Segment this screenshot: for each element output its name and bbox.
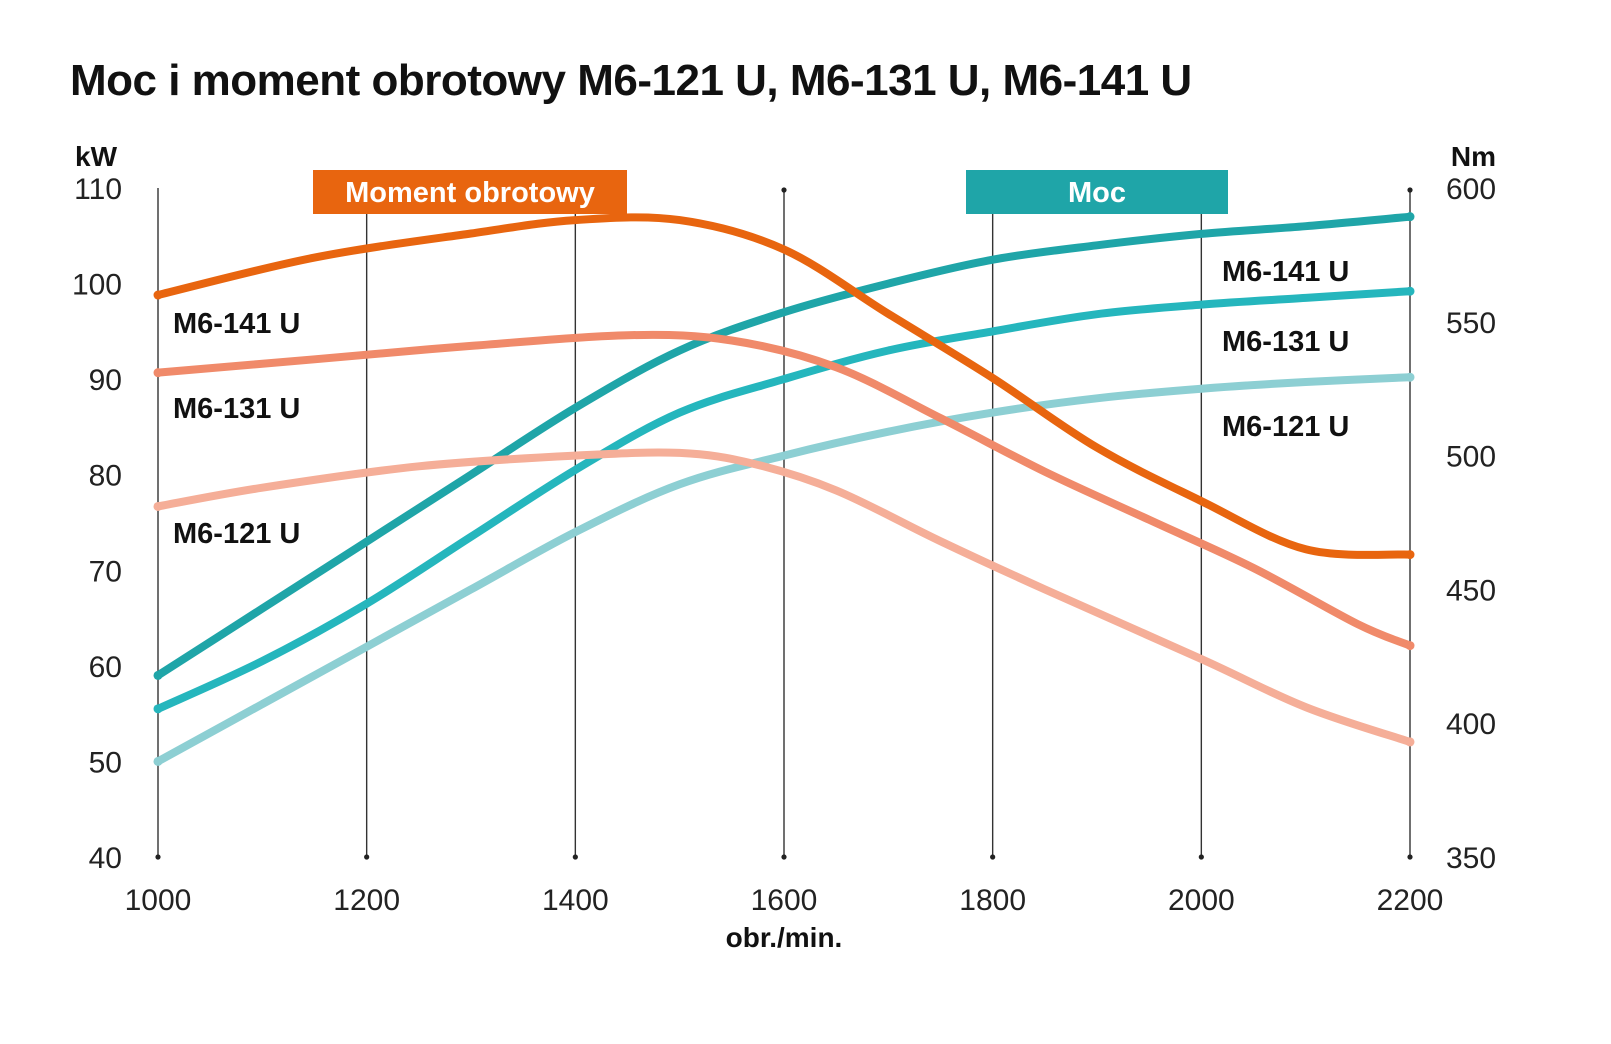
power-m6-131-u-line <box>154 287 1414 713</box>
x-tick-label: 2200 <box>1377 884 1444 917</box>
power-m6-141-u-end-point <box>1405 212 1415 222</box>
torque-m6-121-u-end-point <box>1405 737 1415 747</box>
series-label-left: M6-141 U <box>173 308 300 340</box>
power-m6-121-u-line <box>154 373 1414 766</box>
series-labels: M6-141 U M6-131 U M6-121 U M6-141 U M6-131 U… <box>173 256 1349 550</box>
x-tick-label: 2000 <box>1168 884 1235 917</box>
gridline-end-dot <box>572 854 578 860</box>
power-m6-141-u-line <box>154 212 1414 680</box>
y-left-tick-label: 90 <box>89 364 122 397</box>
torque-m6-141-u-end-point <box>1405 550 1415 560</box>
y-right-tick-label: 400 <box>1446 708 1496 741</box>
gridline-end-dot <box>364 854 370 860</box>
y-left-tick-label: 70 <box>89 555 122 588</box>
power-m6-121-u-start-point <box>153 756 163 766</box>
y-right-tick-label: 550 <box>1446 307 1496 340</box>
y-right-tick-label: 500 <box>1446 441 1496 474</box>
torque-m6-131-u-start-point <box>153 368 163 378</box>
moment-obrotowy-group-box <box>313 170 627 214</box>
y-left-tick-label: 50 <box>89 746 122 779</box>
torque-m6-141-u-line <box>154 213 1414 559</box>
y-right-tick-label: 350 <box>1446 842 1496 875</box>
y-right-tick-label: 450 <box>1446 574 1496 607</box>
y-right-tick-label: 600 <box>1446 173 1496 206</box>
y-left-tick-label: 60 <box>89 651 122 684</box>
y-right-unit-label: Nm <box>1451 141 1496 172</box>
torque-m6-121-u-start-point <box>153 501 163 511</box>
power-m6-141-u-start-point <box>153 670 163 680</box>
series-label-right: M6-131 U <box>1222 326 1349 358</box>
power-m6-121-u-end-point <box>1405 372 1415 382</box>
gridline-top-dot <box>781 187 787 193</box>
torque-m6-131-u-end-point <box>1405 641 1415 651</box>
gridline-end-dot <box>781 854 787 860</box>
x-tick-label: 1000 <box>125 884 192 917</box>
gridline-top-dot <box>1407 187 1413 193</box>
power-m6-131-u-end-point <box>1405 286 1415 296</box>
y-left-unit-label: kW <box>75 141 118 172</box>
x-tick-label: 1600 <box>751 884 818 917</box>
y-left-tick-label: 80 <box>89 460 122 493</box>
x-tick-label: 1200 <box>333 884 400 917</box>
moc-group-box <box>966 170 1228 214</box>
series-lines <box>153 212 1415 766</box>
series-label-right: M6-141 U <box>1222 256 1349 288</box>
x-tick-label: 1800 <box>959 884 1026 917</box>
torque-m6-121-u-line <box>154 448 1414 746</box>
series-label-left: M6-131 U <box>173 393 300 425</box>
series-label-left: M6-121 U <box>173 518 300 550</box>
gridline-end-dot <box>1407 854 1413 860</box>
gridline-end-dot <box>1198 854 1204 860</box>
gridline-end-dot <box>155 854 161 860</box>
x-tick-label: 1400 <box>542 884 609 917</box>
chart-title: Moc i moment obrotowy M6-121 U, M6-131 U… <box>70 56 1192 105</box>
axes: kW Nm obr./min. 1000 1200 1400 1600 1800 2000… <box>72 141 1496 953</box>
moment-obrotowy-group-label: Moment obrotowy <box>345 177 595 209</box>
y-left-tick-label: 40 <box>89 842 122 875</box>
y-left-tick-label: 100 <box>72 269 122 302</box>
gridline-end-dot <box>990 854 996 860</box>
torque-m6-131-u-line <box>154 330 1414 650</box>
moc-group-label: Moc <box>1068 177 1126 209</box>
series-label-right: M6-121 U <box>1222 411 1349 443</box>
grid <box>155 187 1413 860</box>
group-labels: Moment obrotowy Moc <box>313 170 1228 214</box>
power-m6-131-u-start-point <box>153 704 163 714</box>
y-left-tick-label: 110 <box>74 173 122 206</box>
x-axis-title: obr./min. <box>726 922 843 953</box>
torque-m6-141-u-start-point <box>153 290 163 300</box>
